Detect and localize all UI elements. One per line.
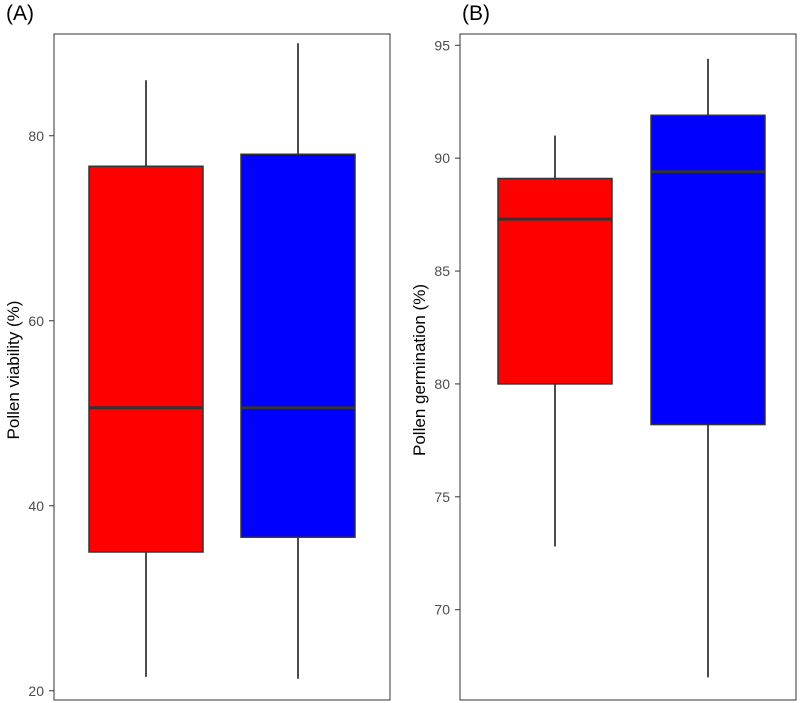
panel-b-y-tick-label: 75 [434, 489, 450, 505]
panel-b-plot-frame [459, 33, 797, 701]
panel-a-blue-box-iqr [240, 153, 356, 538]
panel-a-y-axis-title: Pollen viability (%) [4, 301, 23, 440]
panel-a-y-tick-label: 20 [28, 683, 44, 699]
panel-b-y-tick-label: 90 [434, 150, 450, 166]
panel-b-blue-box-iqr [650, 114, 766, 426]
panel-b-red-box-iqr [497, 177, 613, 385]
panel-a-red-box-iqr [88, 165, 204, 553]
panel-b: (B) Pollen germination (%) 70 75 80 85 90 95 [410, 2, 797, 701]
panel-b-y-axis-title: Pollen germination (%) [410, 284, 429, 456]
panel-a-y-tick-label: 60 [28, 313, 44, 329]
panel-b-y-tick-label: 70 [434, 602, 450, 618]
panel-a-y-tick-label: 80 [28, 128, 44, 144]
panel-a-y-tick-label: 40 [28, 498, 44, 514]
panel-a-label: (A) [6, 2, 34, 25]
panel-a: (A) Pollen viability (%) 20 40 60 80 [4, 2, 391, 701]
panel-b-y-tick-label: 85 [434, 263, 450, 279]
panel-b-label: (B) [462, 2, 490, 25]
panel-b-y-tick-label: 95 [434, 37, 450, 53]
panel-b-y-tick-label: 80 [434, 376, 450, 392]
panel-a-plot-frame [53, 33, 391, 701]
